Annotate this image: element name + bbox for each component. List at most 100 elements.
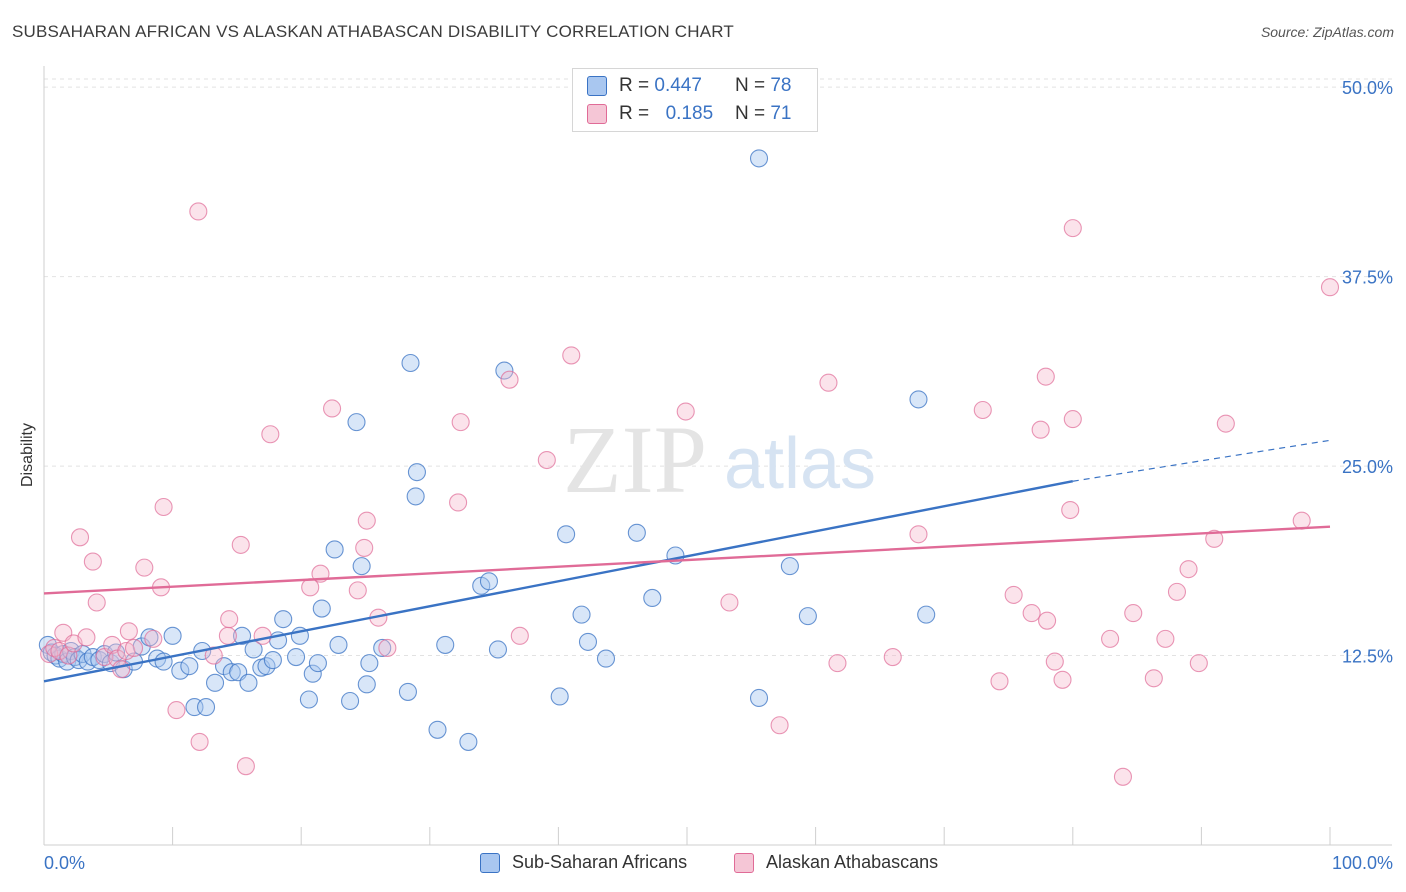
data-point-athabascan bbox=[1144, 669, 1163, 688]
data-point-athabascan bbox=[1053, 670, 1072, 689]
legend-r-value: 0.447 bbox=[654, 75, 702, 96]
data-point-athabascan bbox=[70, 528, 90, 547]
data-point-athabascan bbox=[562, 346, 581, 365]
data-point-athabascan bbox=[348, 581, 367, 600]
bottom-legend-label-pink: Alaskan Athabascans bbox=[766, 852, 939, 872]
data-point-sub-saharan bbox=[459, 732, 478, 751]
y-tick-label: 37.5% bbox=[1342, 268, 1393, 288]
data-point-athabascan bbox=[378, 638, 397, 658]
data-point-sub-saharan bbox=[407, 463, 426, 482]
data-point-sub-saharan bbox=[373, 638, 392, 658]
data-point-athabascan bbox=[112, 660, 131, 679]
trend-line-athabascan bbox=[43, 525, 1331, 595]
data-point-sub-saharan bbox=[180, 657, 199, 676]
legend-row-pink: R = 0.185 N = 71 bbox=[587, 103, 791, 125]
data-point-athabascan bbox=[1036, 367, 1055, 386]
data-point-sub-saharan bbox=[312, 599, 331, 618]
trend-line-sub-saharan-extension bbox=[1072, 439, 1331, 482]
tick-labels: 12.5% 25.0% 37.5% 50.0% 0.0% 100.0% bbox=[44, 78, 1393, 873]
data-point-sub-saharan bbox=[341, 691, 360, 711]
data-point-athabascan bbox=[83, 552, 102, 571]
data-point-athabascan bbox=[87, 593, 106, 612]
data-point-sub-saharan bbox=[428, 720, 447, 739]
data-point-sub-saharan bbox=[578, 632, 598, 651]
data-point-sub-saharan bbox=[325, 540, 344, 559]
data-point-athabascan bbox=[1179, 560, 1198, 579]
data-point-sub-saharan bbox=[917, 605, 936, 624]
data-point-athabascan bbox=[1063, 219, 1082, 238]
data-point-athabascan bbox=[231, 535, 250, 554]
y-tick-label: 25.0% bbox=[1342, 457, 1393, 477]
data-point-athabascan bbox=[261, 425, 280, 444]
data-point-sub-saharan bbox=[352, 557, 371, 576]
trend-line-sub-saharan bbox=[43, 480, 1074, 683]
legend-n-value: 71 bbox=[770, 103, 792, 124]
x-tick-label-min: 0.0% bbox=[44, 853, 85, 873]
data-point-sub-saharan bbox=[171, 661, 190, 680]
data-point-athabascan bbox=[1113, 767, 1133, 786]
source-label: Source: ZipAtlas.com bbox=[1260, 24, 1394, 40]
data-point-athabascan bbox=[676, 402, 695, 421]
data-point-athabascan bbox=[77, 628, 96, 647]
data-point-sub-saharan bbox=[495, 361, 514, 380]
watermark-zip: ZIP bbox=[563, 406, 707, 513]
data-point-athabascan bbox=[154, 497, 173, 517]
data-point-sub-saharan bbox=[780, 557, 799, 576]
axes bbox=[43, 66, 1392, 846]
legend-swatch-blue bbox=[587, 76, 607, 96]
data-point-athabascan bbox=[119, 622, 138, 641]
data-point-athabascan bbox=[190, 732, 209, 751]
data-point-athabascan bbox=[1124, 604, 1143, 623]
data-point-sub-saharan bbox=[274, 610, 293, 629]
data-point-athabascan bbox=[357, 511, 376, 530]
data-point-sub-saharan bbox=[479, 572, 499, 591]
data-point-athabascan bbox=[220, 610, 239, 629]
data-point-athabascan bbox=[973, 400, 992, 420]
data-point-athabascan bbox=[59, 646, 78, 665]
data-point-athabascan bbox=[1205, 529, 1224, 548]
data-point-sub-saharan bbox=[436, 635, 455, 654]
data-point-sub-saharan bbox=[798, 607, 817, 626]
y-tick-label: 12.5% bbox=[1342, 647, 1393, 667]
data-point-athabascan bbox=[500, 370, 519, 389]
data-point-athabascan bbox=[50, 641, 69, 661]
data-point-sub-saharan bbox=[263, 651, 282, 670]
legend-swatch-pink bbox=[587, 104, 607, 124]
data-point-sub-saharan bbox=[401, 353, 420, 373]
data-point-athabascan bbox=[720, 593, 739, 612]
y-tick-label: 50.0% bbox=[1342, 78, 1393, 98]
legend-r-value: 0.185 bbox=[665, 103, 714, 124]
data-point-sub-saharan bbox=[749, 688, 769, 708]
data-point-athabascan bbox=[323, 399, 342, 418]
data-point-sub-saharan bbox=[205, 673, 225, 692]
data-point-sub-saharan bbox=[360, 654, 379, 673]
data-point-sub-saharan bbox=[303, 664, 322, 683]
data-point-athabascan bbox=[451, 413, 470, 432]
data-point-sub-saharan bbox=[406, 487, 425, 506]
data-point-athabascan bbox=[1038, 611, 1057, 630]
data-point-athabascan bbox=[167, 701, 186, 720]
data-point-sub-saharan bbox=[557, 525, 576, 544]
y-axis-label: Disability bbox=[19, 422, 36, 488]
data-point-sub-saharan bbox=[90, 651, 109, 670]
data-point-sub-saharan bbox=[596, 649, 616, 668]
data-point-athabascan bbox=[45, 638, 64, 658]
data-point-athabascan bbox=[990, 672, 1009, 691]
data-point-athabascan bbox=[449, 493, 468, 512]
series-sub-saharan-points bbox=[38, 149, 936, 751]
data-point-athabascan bbox=[236, 757, 255, 776]
legend-n-value: 78 bbox=[770, 75, 792, 96]
bottom-legend-label-blue: Sub-Saharan Africans bbox=[512, 852, 688, 872]
legend-r-label: R = bbox=[619, 75, 650, 96]
watermark: ZIP atlas bbox=[563, 406, 876, 513]
data-point-sub-saharan bbox=[329, 635, 348, 654]
series-athabascan-points bbox=[40, 202, 1340, 786]
stats-legend: R = 0.447 N = 78 R = 0.185 N = 71 bbox=[572, 68, 818, 132]
data-point-athabascan bbox=[828, 654, 847, 673]
data-point-athabascan bbox=[124, 638, 144, 658]
legend-n-label: N = bbox=[734, 75, 766, 96]
data-point-sub-saharan bbox=[550, 687, 569, 706]
data-point-sub-saharan bbox=[749, 149, 769, 168]
data-point-athabascan bbox=[537, 450, 556, 470]
